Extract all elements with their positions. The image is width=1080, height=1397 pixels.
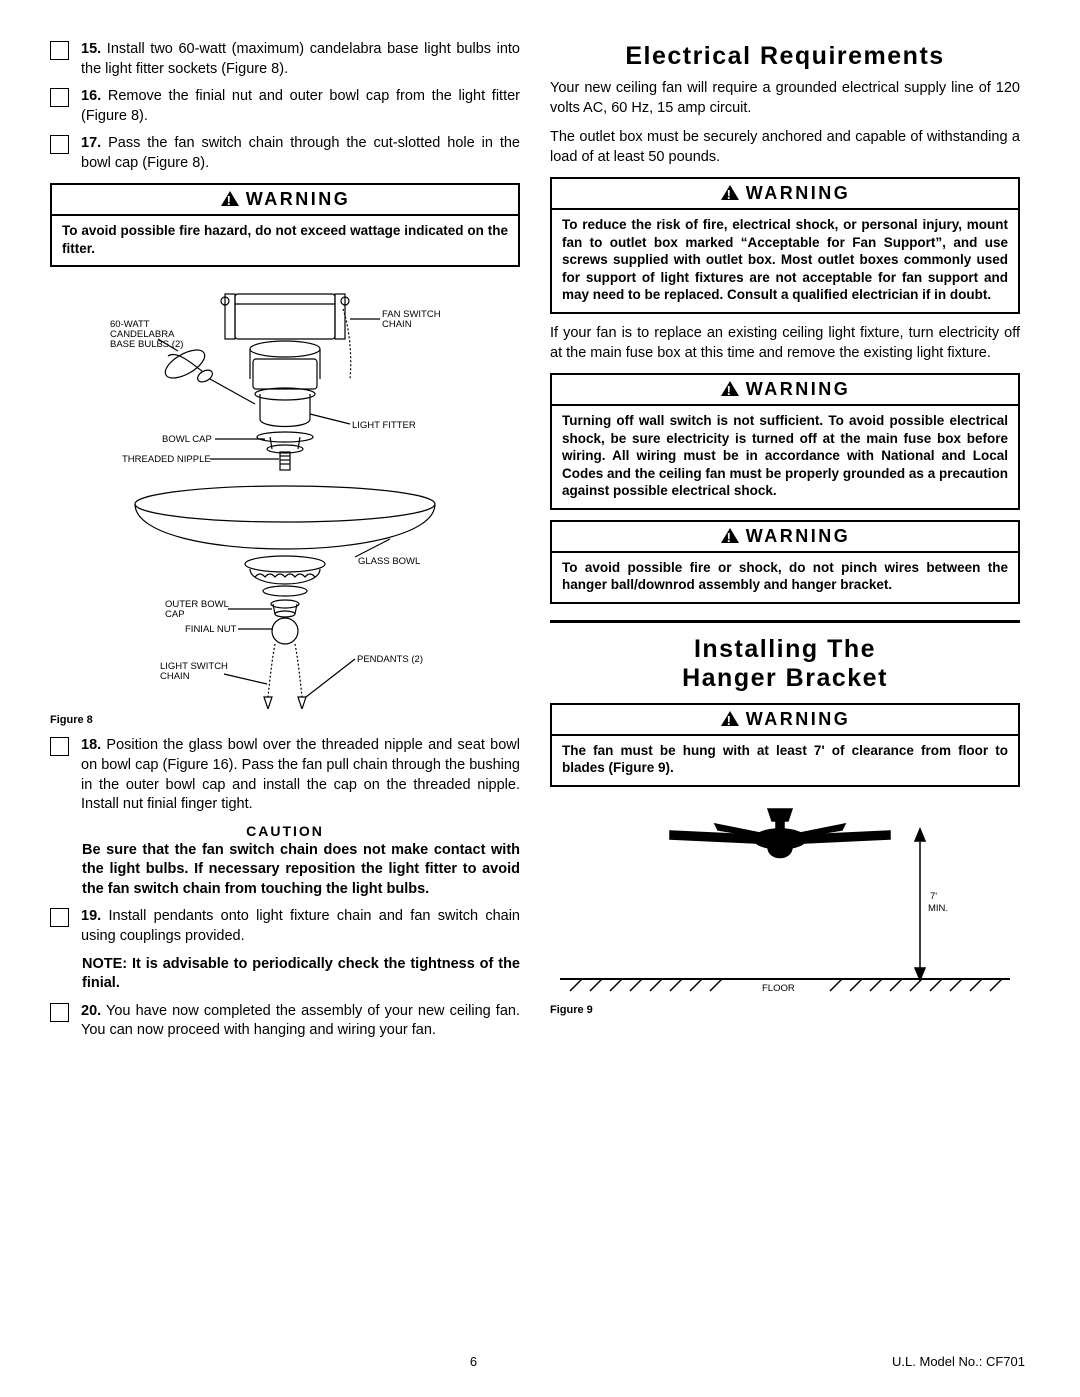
- step-content: Remove the finial nut and outer bowl cap…: [81, 88, 520, 124]
- warning-header: ! WARNING: [552, 375, 1018, 406]
- warning-box-r1: ! WARNING To reduce the risk of fire, ele…: [550, 177, 1020, 314]
- warning-box-1: ! WARNING To avoid possible fire hazard, …: [50, 183, 520, 267]
- section-title-hanger-2: Hanger Bracket: [550, 664, 1020, 693]
- figure-9-diagram: 7' MIN. FLOOR: [550, 799, 1020, 999]
- left-column: 15. Install two 60-watt (maximum) candel…: [50, 40, 520, 1049]
- warning-label: WARNING: [746, 183, 851, 203]
- label-min2: MIN.: [928, 903, 948, 914]
- checkbox-icon: [50, 88, 69, 107]
- step-content: Install two 60-watt (maximum) candelabra…: [81, 41, 520, 77]
- step-number: 18.: [81, 737, 101, 753]
- svg-text:!: !: [726, 530, 733, 544]
- step-number: 16.: [81, 88, 101, 104]
- step-text: 18. Position the glass bowl over the thr…: [81, 736, 520, 814]
- note-text: NOTE: It is advisable to periodically ch…: [82, 955, 520, 994]
- label-bowlcap: BOWL CAP: [162, 434, 212, 445]
- paragraph: The outlet box must be securely anchored…: [550, 128, 1020, 167]
- warning-body: To avoid possible fire hazard, do not ex…: [52, 216, 518, 265]
- label-fitter: LIGHT FITTER: [352, 420, 416, 431]
- checkbox-icon: [50, 41, 69, 60]
- figure-9: 7' MIN. FLOOR Figure 9: [550, 799, 1020, 1016]
- step-number: 19.: [81, 908, 101, 924]
- step-content: Pass the fan switch chain through the cu…: [81, 135, 520, 171]
- step-16: 16. Remove the finial nut and outer bowl…: [50, 87, 520, 126]
- warning-box-r4: ! WARNING The fan must be hung with at le…: [550, 703, 1020, 787]
- figure-8: 60-WATT CANDELABRA BASE BULBS (2) FAN SW…: [50, 279, 520, 726]
- checkbox-icon: [50, 737, 69, 756]
- warning-icon: !: [720, 184, 740, 201]
- warning-icon: !: [720, 527, 740, 544]
- label-nipple: THREADED NIPPLE: [122, 454, 211, 465]
- warning-icon: !: [720, 710, 740, 727]
- warning-body: To avoid possible fire or shock, do not …: [552, 553, 1018, 602]
- page-number: 6: [470, 1354, 477, 1369]
- paragraph: If your fan is to replace an existing ce…: [550, 324, 1020, 363]
- step-text: 20. You have now completed the assembly …: [81, 1002, 520, 1041]
- step-content: You have now completed the assembly of y…: [81, 1003, 520, 1039]
- model-number: U.L. Model No.: CF701: [892, 1354, 1025, 1369]
- page-footer: 6 U.L. Model No.: CF701: [0, 1354, 1080, 1369]
- step-number: 20.: [81, 1003, 101, 1019]
- columns: 15. Install two 60-watt (maximum) candel…: [50, 40, 1030, 1049]
- warning-header: ! WARNING: [552, 179, 1018, 210]
- warning-label: WARNING: [746, 709, 851, 729]
- checkbox-icon: [50, 908, 69, 927]
- step-content: Install pendants onto light fixture chai…: [81, 908, 520, 944]
- step-number: 17.: [81, 135, 101, 151]
- label-finial: FINIAL NUT: [185, 624, 237, 635]
- svg-text:!: !: [726, 187, 733, 201]
- warning-label: WARNING: [746, 526, 851, 546]
- label-outer: CAP: [165, 609, 185, 620]
- svg-text:!: !: [226, 193, 233, 207]
- warning-label: WARNING: [246, 189, 351, 209]
- warning-box-r3: ! WARNING To avoid possible fire or shock…: [550, 520, 1020, 604]
- caution-label: CAUTION: [50, 823, 520, 839]
- warning-header: ! WARNING: [552, 522, 1018, 553]
- checkbox-icon: [50, 135, 69, 154]
- warning-header: ! WARNING: [52, 185, 518, 216]
- step-19: 19. Install pendants onto light fixture …: [50, 907, 520, 946]
- caution-body: Be sure that the fan switch chain does n…: [82, 841, 520, 900]
- warning-body: Turning off wall switch is not sufficien…: [552, 406, 1018, 508]
- figure-8-diagram: 60-WATT CANDELABRA BASE BULBS (2) FAN SW…: [50, 279, 490, 709]
- figure-caption: Figure 9: [550, 1004, 1020, 1016]
- paragraph: Your new ceiling fan will require a grou…: [550, 79, 1020, 118]
- warning-icon: !: [220, 190, 240, 207]
- warning-box-r2: ! WARNING Turning off wall switch is not …: [550, 373, 1020, 510]
- label-floor: FLOOR: [762, 983, 795, 994]
- figure-caption: Figure 8: [50, 714, 520, 726]
- step-text: 19. Install pendants onto light fixture …: [81, 907, 520, 946]
- section-divider: [550, 620, 1020, 623]
- label-lsc: CHAIN: [160, 671, 190, 682]
- step-text: 16. Remove the finial nut and outer bowl…: [81, 87, 520, 126]
- label-min: 7': [930, 891, 937, 902]
- warning-body: To reduce the risk of fire, electrical s…: [552, 210, 1018, 312]
- step-text: 15. Install two 60-watt (maximum) candel…: [81, 40, 520, 79]
- step-text: 17. Pass the fan switch chain through th…: [81, 134, 520, 173]
- warning-icon: !: [720, 380, 740, 397]
- svg-text:!: !: [726, 383, 733, 397]
- step-15: 15. Install two 60-watt (maximum) candel…: [50, 40, 520, 79]
- label-glass: GLASS BOWL: [358, 556, 420, 567]
- svg-text:!: !: [726, 713, 733, 727]
- checkbox-icon: [50, 1003, 69, 1022]
- label-bulb: BASE BULBS (2): [110, 339, 183, 350]
- label-pendants: PENDANTS (2): [357, 654, 423, 665]
- right-column: Electrical Requirements Your new ceiling…: [550, 40, 1020, 1049]
- page: 15. Install two 60-watt (maximum) candel…: [0, 0, 1080, 1397]
- step-content: Position the glass bowl over the threade…: [81, 737, 520, 812]
- step-20: 20. You have now completed the assembly …: [50, 1002, 520, 1041]
- warning-label: WARNING: [746, 379, 851, 399]
- warning-header: ! WARNING: [552, 705, 1018, 736]
- section-title-electrical: Electrical Requirements: [550, 42, 1020, 71]
- step-number: 15.: [81, 41, 101, 57]
- step-17: 17. Pass the fan switch chain through th…: [50, 134, 520, 173]
- section-title-hanger-1: Installing The: [550, 635, 1020, 664]
- step-18: 18. Position the glass bowl over the thr…: [50, 736, 520, 814]
- warning-body: The fan must be hung with at least 7' of…: [552, 736, 1018, 785]
- label-fanchain: CHAIN: [382, 319, 412, 330]
